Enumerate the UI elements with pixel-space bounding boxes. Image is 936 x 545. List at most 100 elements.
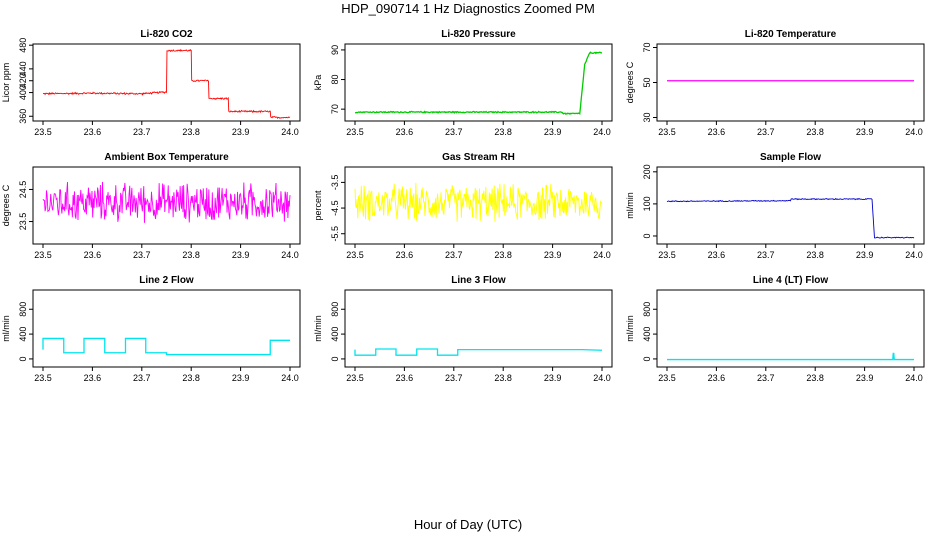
x-tick-label: 23.7	[133, 127, 151, 137]
y-tick-label: 200	[642, 164, 652, 179]
plot-frame	[656, 289, 925, 368]
y-axis-label: ml/min	[625, 315, 635, 342]
y-tick-label: 0	[330, 356, 340, 361]
y-tick-label: 80	[330, 75, 340, 85]
chart-title: Ambient Box Temperature	[104, 152, 229, 163]
x-tick-label: 23.7	[757, 127, 775, 137]
x-tick-label: 23.5	[346, 127, 364, 137]
y-tick-label: -5.5	[330, 226, 340, 242]
x-axis-label: Hour of Day (UTC)	[413, 517, 523, 532]
x-tick-label: 23.9	[544, 250, 562, 260]
x-tick-label: 23.6	[708, 127, 726, 137]
y-axis-label: ml/min	[1, 315, 11, 342]
series-line	[354, 182, 603, 222]
y-axis-label: degrees C	[1, 184, 11, 226]
series-line	[42, 48, 291, 119]
x-tick-label: 23.8	[182, 373, 200, 383]
x-tick-label: 23.6	[396, 250, 414, 260]
y-tick-label: 70	[330, 104, 340, 114]
y-tick-label: -4.5	[330, 200, 340, 216]
x-tick-label: 23.8	[806, 250, 824, 260]
y-tick-label: 420	[18, 73, 28, 88]
x-tick-label: 24.0	[905, 127, 923, 137]
chart-panel: Li-820 Pressure 23.5 23.6 23.7 23.8 23.9 24.0 7…	[313, 29, 613, 137]
plot-frame	[656, 166, 925, 245]
x-tick-label: 23.7	[133, 250, 151, 260]
chart-title: Sample Flow	[760, 152, 821, 163]
x-tick-label: 23.6	[84, 250, 102, 260]
y-tick-label: 800	[330, 302, 340, 317]
x-tick-label: 24.0	[281, 373, 299, 383]
x-tick-label: 23.7	[445, 127, 463, 137]
y-axis-label: percent	[313, 190, 323, 221]
x-tick-label: 23.7	[757, 250, 775, 260]
plot-frame	[344, 289, 613, 368]
y-tick-label: 440	[18, 61, 28, 76]
y-tick-label: 400	[18, 85, 28, 100]
x-tick-label: 23.9	[856, 373, 874, 383]
x-tick-label: 24.0	[281, 250, 299, 260]
y-tick-label: 0	[642, 233, 652, 238]
y-tick-label: 30	[642, 112, 652, 122]
y-axis-label: degrees C	[625, 61, 635, 103]
x-tick-label: 24.0	[281, 127, 299, 137]
chart-panel: Line 3 Flow 23.5 23.6 23.7 23.8 23.9 24.0 0 400 8…	[313, 275, 613, 383]
y-tick-label: 800	[642, 302, 652, 317]
y-tick-label: 400	[330, 327, 340, 342]
series-line	[354, 348, 603, 356]
x-tick-label: 23.8	[494, 373, 512, 383]
chart-title: Li-820 CO2	[140, 29, 193, 40]
x-tick-label: 23.9	[232, 127, 250, 137]
y-tick-label: 480	[18, 38, 28, 53]
x-tick-label: 24.0	[593, 127, 611, 137]
x-tick-label: 23.6	[396, 127, 414, 137]
x-tick-label: 23.5	[658, 127, 676, 137]
plot-frame	[32, 43, 301, 122]
chart-panel: Line 2 Flow 23.5 23.6 23.7 23.8 23.9 24.0 0 400 8…	[1, 275, 301, 383]
figure-title: HDP_090714 1 Hz Diagnostics Zoomed PM	[341, 1, 595, 16]
chart-title: Line 3 Flow	[451, 275, 506, 286]
series-line	[354, 51, 603, 115]
chart-panel: Ambient Box Temperature 23.5 23.6 23.7 23.8 2…	[1, 152, 301, 260]
x-tick-label: 23.6	[396, 373, 414, 383]
x-tick-label: 23.5	[658, 250, 676, 260]
y-tick-label: 70	[642, 42, 652, 52]
plot-frame	[32, 289, 301, 368]
y-axis-label: ml/min	[625, 192, 635, 219]
y-tick-label: 50	[642, 77, 652, 87]
x-tick-label: 23.5	[34, 250, 52, 260]
y-tick-label: 400	[642, 327, 652, 342]
x-tick-label: 24.0	[905, 250, 923, 260]
series-line	[667, 352, 914, 361]
x-tick-label: 23.7	[133, 373, 151, 383]
chart-title: Line 2 Flow	[139, 275, 194, 286]
y-tick-label: 400	[18, 327, 28, 342]
y-tick-label: 0	[18, 356, 28, 361]
y-tick-label: 90	[330, 45, 340, 55]
chart-panel: Line 4 (LT) Flow 23.5 23.6 23.7 23.8 23.9 24.0…	[625, 275, 925, 383]
series-line	[42, 181, 291, 223]
x-tick-label: 23.9	[544, 373, 562, 383]
x-tick-label: 23.6	[708, 250, 726, 260]
chart-panel: Li-820 Temperature 23.5 23.6 23.7 23.8 23.9 24…	[625, 29, 925, 137]
x-tick-label: 23.7	[445, 250, 463, 260]
x-tick-label: 24.0	[905, 373, 923, 383]
x-tick-label: 23.8	[494, 127, 512, 137]
plot-frame	[656, 43, 925, 122]
chart-title: Li-820 Pressure	[441, 29, 516, 40]
chart-title: Line 4 (LT) Flow	[753, 275, 829, 286]
chart-panel: Gas Stream RH 23.5 23.6 23.7 23.8 23.9 24.0 -5.…	[313, 152, 613, 260]
x-tick-label: 23.8	[806, 127, 824, 137]
x-tick-label: 23.5	[34, 373, 52, 383]
x-tick-label: 23.6	[84, 127, 102, 137]
y-axis-label: kPa	[313, 75, 323, 91]
chart-title: Gas Stream RH	[442, 152, 515, 163]
plot-frame	[32, 166, 301, 245]
y-tick-label: 360	[18, 109, 28, 124]
x-tick-label: 23.5	[346, 373, 364, 383]
x-tick-label: 24.0	[593, 373, 611, 383]
x-tick-label: 23.6	[84, 373, 102, 383]
chart-panel: Li-820 CO2 23.5 23.6 23.7 23.8 23.9 24.0 360 400…	[1, 29, 301, 137]
x-tick-label: 23.8	[182, 250, 200, 260]
